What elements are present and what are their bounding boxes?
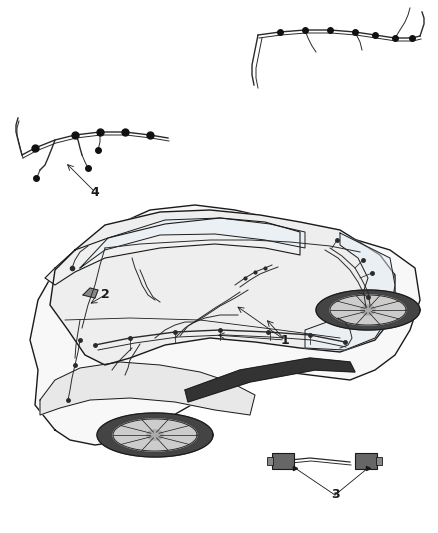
Polygon shape: [80, 218, 305, 268]
FancyBboxPatch shape: [355, 453, 377, 469]
Text: 3: 3: [331, 489, 339, 502]
Polygon shape: [83, 288, 98, 298]
Text: 1: 1: [281, 334, 290, 346]
FancyBboxPatch shape: [267, 457, 273, 465]
Polygon shape: [305, 233, 395, 350]
FancyBboxPatch shape: [272, 453, 294, 469]
Text: 2: 2: [101, 288, 110, 302]
Polygon shape: [30, 205, 420, 445]
Polygon shape: [97, 413, 213, 457]
Polygon shape: [330, 295, 406, 325]
Polygon shape: [50, 210, 395, 365]
Polygon shape: [185, 358, 355, 402]
FancyBboxPatch shape: [376, 457, 382, 465]
Polygon shape: [40, 362, 255, 415]
Text: 4: 4: [91, 185, 99, 198]
Polygon shape: [361, 305, 375, 315]
Polygon shape: [147, 430, 163, 440]
Polygon shape: [113, 419, 197, 451]
Polygon shape: [45, 218, 300, 285]
Polygon shape: [316, 290, 420, 330]
